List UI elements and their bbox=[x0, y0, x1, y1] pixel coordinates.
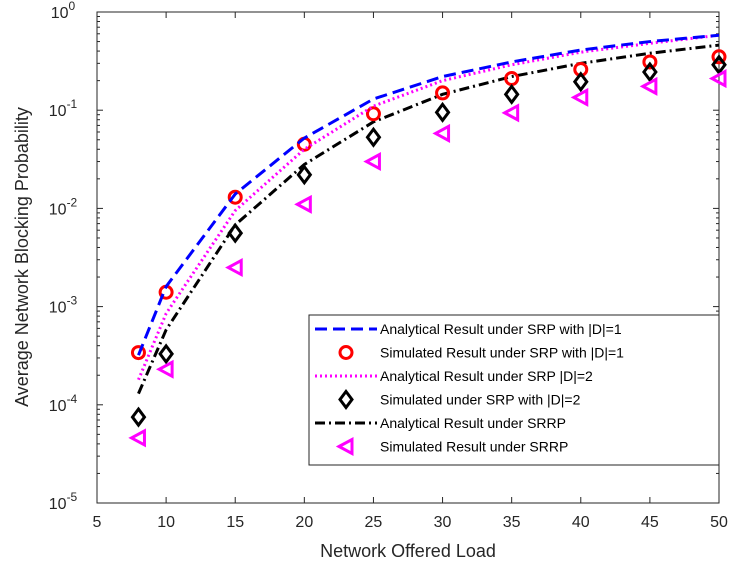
legend-label: Analytical Result under SRP with |D|=1 bbox=[380, 321, 622, 337]
series-6-point bbox=[501, 103, 520, 123]
series-6-point bbox=[225, 258, 243, 278]
legend-item: Simulated Result under SRRP bbox=[335, 436, 568, 457]
series-2-point bbox=[642, 54, 658, 70]
series-3 bbox=[137, 33, 720, 381]
series-2-point bbox=[711, 49, 727, 65]
y-tick-label: 10-3 bbox=[49, 294, 78, 317]
y-axis-title: Average Network Blocking Probability bbox=[12, 107, 32, 407]
series-4-point bbox=[365, 126, 382, 148]
series-6-point bbox=[155, 359, 174, 379]
series-4-point bbox=[434, 101, 451, 123]
x-tick-label: 45 bbox=[641, 514, 659, 531]
series-2-point bbox=[435, 85, 451, 101]
legend-swatch-marker bbox=[338, 389, 354, 410]
series-2-point bbox=[130, 345, 146, 361]
series-4-point bbox=[503, 83, 520, 105]
y-tick-label: 10-2 bbox=[49, 195, 78, 218]
series-2-point bbox=[227, 189, 243, 205]
x-axis-title: Network Offered Load bbox=[320, 541, 496, 561]
series-2-point bbox=[365, 106, 381, 122]
series-5 bbox=[137, 43, 720, 395]
series-5-line bbox=[137, 43, 720, 395]
series-4-point bbox=[296, 164, 313, 186]
series-4-point bbox=[158, 343, 174, 365]
y-tick-label: 10-4 bbox=[49, 392, 78, 415]
x-tick-label: 20 bbox=[295, 514, 313, 531]
x-tick-label: 15 bbox=[226, 514, 244, 531]
legend-label: Simulated Result under SRP with |D|=1 bbox=[380, 345, 624, 361]
x-tick-label: 10 bbox=[157, 514, 175, 531]
x-tick-label: 50 bbox=[710, 514, 728, 531]
legend: Analytical Result under SRP with |D|=1 Si… bbox=[308, 314, 720, 466]
series-6-point bbox=[294, 194, 312, 214]
legend-item: Simulated under SRP with |D|=2 bbox=[338, 389, 581, 410]
series-3-line bbox=[137, 33, 720, 381]
y-tick-label: 10-1 bbox=[49, 97, 78, 120]
series-6-point bbox=[128, 428, 146, 448]
legend-item: Simulated Result under SRP with |D|=1 bbox=[338, 345, 624, 361]
legend-item: Analytical Result under SRP with |D|=1 bbox=[315, 321, 622, 337]
series-4-point bbox=[572, 71, 589, 93]
series-6 bbox=[128, 69, 727, 448]
legend-item: Analytical Result under SRRP bbox=[315, 415, 566, 431]
series-1 bbox=[137, 33, 720, 356]
series-4-point bbox=[711, 54, 727, 76]
legend-item: Analytical Result under SRP |D|=2 bbox=[315, 368, 593, 384]
series-4-point bbox=[642, 61, 658, 83]
legend-label: Simulated Result under SRRP bbox=[380, 439, 568, 455]
series-1-line bbox=[137, 33, 720, 356]
series-6-point bbox=[708, 69, 727, 89]
series-6-point bbox=[570, 87, 589, 107]
x-tick-label: 30 bbox=[434, 514, 452, 531]
series-6-point bbox=[432, 123, 451, 143]
series-4-point bbox=[227, 222, 244, 244]
y-tick-label: 10-5 bbox=[49, 490, 78, 513]
x-tick-label: 5 bbox=[93, 514, 102, 531]
legend-box bbox=[308, 314, 720, 466]
legend-label: Analytical Result under SRRP bbox=[380, 415, 566, 431]
x-tick-label: 35 bbox=[503, 514, 521, 531]
x-tick-label: 25 bbox=[365, 514, 383, 531]
axis-ticks: 5 10 15 20 25 30 35 40 45 50 10-5 10-4 10-3 10-2 10-1 1… bbox=[49, 0, 728, 531]
series-layer bbox=[128, 33, 727, 448]
legend-label: Simulated under SRP with |D|=2 bbox=[380, 392, 581, 408]
legend-swatch-marker bbox=[338, 345, 354, 360]
series-6-point bbox=[639, 76, 658, 96]
series-6-point bbox=[363, 152, 381, 172]
series-4 bbox=[130, 54, 727, 428]
legend-swatch-marker bbox=[335, 436, 354, 457]
x-tick-label: 40 bbox=[572, 514, 590, 531]
series-4-point bbox=[130, 406, 147, 428]
legend-label: Analytical Result under SRP |D|=2 bbox=[380, 368, 593, 384]
y-tick-label: 100 bbox=[51, 0, 76, 22]
